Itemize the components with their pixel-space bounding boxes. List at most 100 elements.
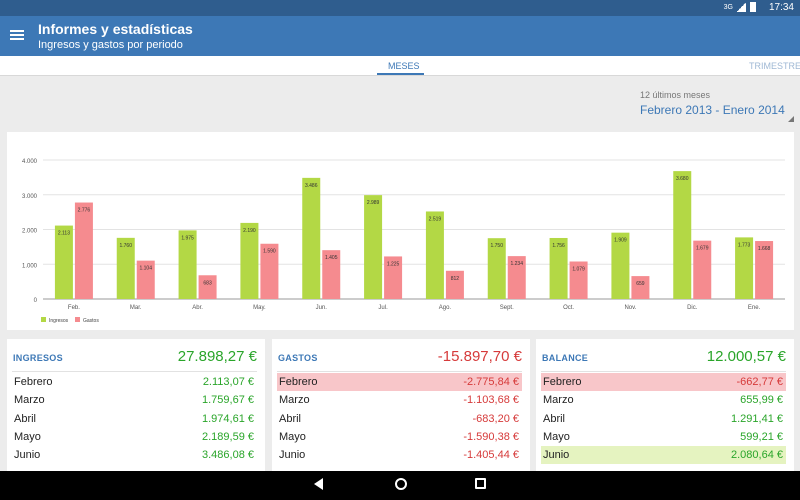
month-label: Mayo — [543, 430, 570, 443]
month-label: Mayo — [279, 430, 306, 443]
month-label: Junio — [279, 449, 306, 462]
list-item[interactable]: Marzo 655,99 € — [541, 391, 786, 409]
list-item[interactable]: Abril -683,20 € — [277, 410, 522, 428]
x-tick-label: Dic. — [687, 305, 698, 311]
data-label: 1.079 — [572, 267, 585, 273]
bar-chart: 0 1.000 2.000 3.000 4.000 2.113 2.776 Feb. 1.760… — [22, 159, 785, 324]
back-icon[interactable] — [314, 478, 323, 490]
month-value: 2.113,07 € — [202, 376, 254, 388]
month-label: Febrero — [14, 376, 53, 388]
data-label: 812 — [451, 276, 460, 282]
data-label: 1.750 — [490, 243, 503, 249]
list-item[interactable]: Marzo 1.759,67 € — [12, 391, 257, 409]
bar-ingresos — [364, 195, 383, 299]
gastos-card: GASTOS -15.897,70 € Febrero -2.775,84 € M… — [272, 339, 530, 479]
data-label: 1.225 — [387, 261, 400, 267]
month-value: 3.486,08 € — [202, 449, 254, 462]
card-title: GASTOS — [278, 353, 318, 363]
tab-trimestres[interactable]: TRIMESTRES — [749, 61, 800, 71]
month-value: -683,20 € — [472, 412, 519, 425]
month-value: -1.405,44 € — [463, 449, 519, 462]
legend-label: Ingresos — [49, 318, 69, 324]
list-item[interactable]: Junio -1.405,44 € — [277, 446, 522, 464]
bar-ingresos — [549, 237, 568, 299]
data-label: 2.519 — [429, 216, 442, 222]
card-title: BALANCE — [542, 353, 589, 363]
data-label: 683 — [203, 280, 212, 286]
bar-ingresos — [673, 171, 692, 299]
bar-ingresos — [487, 238, 506, 299]
period-selector[interactable]: 12 últimos meses Febrero 2013 - Enero 20… — [640, 90, 794, 122]
month-value: -1.590,38 € — [463, 430, 519, 443]
tab-meses[interactable]: MESES — [388, 61, 420, 71]
battery-icon — [750, 2, 756, 12]
data-label: 3.680 — [676, 176, 689, 182]
month-label: Abril — [14, 412, 37, 425]
app-bar: Informes y estadísticas Ingresos y gasto… — [0, 16, 800, 56]
list-item[interactable]: Febrero 2.113,07 € — [12, 373, 257, 391]
y-tick-label: 0 — [34, 298, 38, 304]
month-label: Abril — [543, 412, 566, 425]
list-item[interactable]: Febrero -2.775,84 € — [277, 373, 522, 391]
bar-gastos — [260, 243, 279, 299]
bar-ingresos — [116, 237, 135, 299]
status-icons: 3G — [724, 2, 756, 12]
data-label: 2.113 — [58, 231, 70, 237]
data-label: 1.104 — [139, 266, 152, 272]
divider — [12, 371, 257, 372]
month-value: 599,21 € — [740, 430, 783, 443]
bar-gastos — [445, 270, 464, 299]
card-header: INGRESOS 27.898,27 € — [7, 339, 265, 371]
data-label: 2.190 — [243, 228, 256, 234]
month-label: Marzo — [543, 394, 574, 407]
card-header: BALANCE 12.000,57 € — [536, 339, 794, 371]
bar-gastos — [569, 261, 588, 299]
tab-indicator — [377, 73, 424, 75]
bar-ingresos — [611, 232, 630, 299]
data-label: 1.760 — [119, 243, 132, 249]
legend-label: Gastos — [83, 318, 99, 324]
list-item[interactable]: Marzo -1.103,68 € — [277, 391, 522, 409]
menu-icon[interactable] — [10, 30, 24, 42]
data-label: 1.405 — [325, 255, 338, 261]
navigation-bar — [0, 471, 800, 500]
list-item[interactable]: Mayo -1.590,38 € — [277, 428, 522, 446]
x-tick-label: Nov. — [624, 305, 636, 311]
status-bar: 3G 17:34 — [0, 0, 800, 16]
chart-card: 0 1.000 2.000 3.000 4.000 2.113 2.776 Feb. 1.760… — [7, 132, 794, 330]
x-tick-label: Jun. — [316, 305, 328, 311]
list-item[interactable]: Mayo 2.189,59 € — [12, 428, 257, 446]
list-item[interactable]: Febrero -662,77 € — [541, 373, 786, 391]
month-list: Febrero -2.775,84 € Marzo -1.103,68 € Abri… — [277, 373, 522, 464]
card-total: 27.898,27 € — [177, 348, 257, 365]
list-item[interactable]: Abril 1.974,61 € — [12, 410, 257, 428]
legend-swatch — [41, 317, 46, 322]
month-value: -1.103,68 € — [463, 394, 519, 407]
month-value: 655,99 € — [740, 394, 783, 407]
card-total: 12.000,57 € — [706, 348, 786, 365]
period-value: Febrero 2013 - Enero 2014 — [640, 103, 785, 117]
clock: 17:34 — [768, 2, 794, 13]
signal-icon — [737, 2, 746, 12]
recent-apps-icon[interactable] — [475, 478, 486, 489]
data-label: 2.989 — [367, 200, 380, 206]
data-label: 1.590 — [263, 249, 276, 255]
month-label: Febrero — [543, 376, 582, 388]
x-tick-label: Abr. — [192, 305, 203, 311]
month-value: 1.759,67 € — [202, 394, 254, 407]
list-item[interactable]: Abril 1.291,41 € — [541, 410, 786, 428]
data-label: 1.679 — [696, 246, 709, 252]
y-tick-label: 4.000 — [22, 159, 38, 165]
bar-gastos — [198, 275, 217, 299]
month-value: -2.775,84 € — [463, 376, 519, 388]
list-item[interactable]: Junio 3.486,08 € — [12, 446, 257, 464]
balance-card: BALANCE 12.000,57 € Febrero -662,77 € Mar… — [536, 339, 794, 479]
month-value: 2.080,64 € — [731, 449, 783, 462]
data-label: 1.909 — [614, 238, 627, 244]
data-label: 659 — [636, 281, 645, 287]
network-label: 3G — [723, 3, 733, 11]
list-item[interactable]: Junio 2.080,64 € — [541, 446, 786, 465]
list-item[interactable]: Mayo 599,21 € — [541, 428, 786, 446]
bar-gastos — [322, 250, 341, 299]
home-icon[interactable] — [395, 478, 407, 490]
